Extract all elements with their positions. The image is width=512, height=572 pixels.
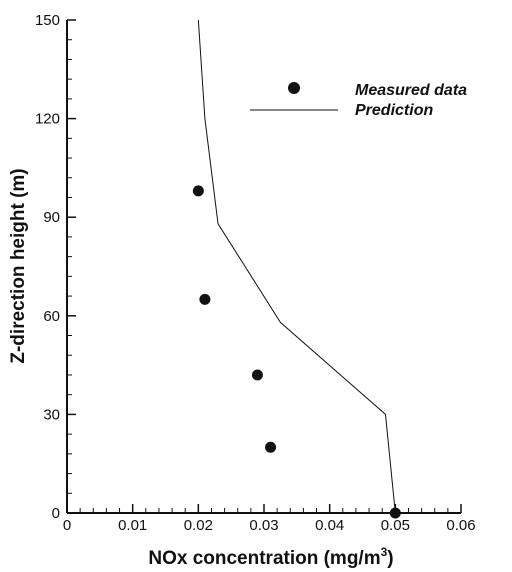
legend: Measured data Prediction bbox=[250, 82, 467, 119]
y-axis: 0 30 60 90 120 150 bbox=[35, 12, 76, 522]
x-tick-label: 0.05 bbox=[381, 517, 410, 534]
y-tick-label: 120 bbox=[35, 111, 60, 128]
y-tick-label: 90 bbox=[43, 209, 60, 226]
legend-label-prediction: Prediction bbox=[355, 102, 433, 119]
measured-data-point bbox=[251, 369, 263, 381]
legend-marker-measured bbox=[288, 82, 300, 94]
x-tick-label: 0.01 bbox=[118, 517, 147, 534]
y-tick-label: 0 bbox=[52, 505, 60, 522]
x-axis-title-superscript: 3 bbox=[381, 545, 388, 559]
legend-label-measured: Measured data bbox=[355, 82, 467, 99]
prediction-line bbox=[197, 19, 396, 514]
x-axis-title: NOx concentration (mg/m3) bbox=[148, 545, 393, 569]
x-axis-title-main: NOx concentration (mg/m bbox=[148, 548, 380, 569]
measured-data-point bbox=[199, 293, 211, 305]
series-layer bbox=[192, 19, 401, 519]
y-tick-label: 150 bbox=[35, 12, 60, 29]
y-tick-label: 30 bbox=[43, 406, 60, 423]
measured-data-point bbox=[265, 441, 277, 453]
x-tick-label: 0.06 bbox=[446, 517, 475, 534]
x-tick-label: 0.04 bbox=[315, 517, 344, 534]
y-axis-title: Z-direction height (m) bbox=[8, 168, 29, 363]
x-axis-title-suffix: ) bbox=[387, 548, 393, 569]
x-tick-label: 0.02 bbox=[184, 517, 213, 534]
measured-data-point bbox=[192, 185, 204, 197]
measured-data-point bbox=[389, 507, 401, 519]
x-tick-label: 0 bbox=[63, 517, 71, 534]
x-tick-label: 0.03 bbox=[249, 517, 278, 534]
y-tick-label: 60 bbox=[43, 308, 60, 325]
x-axis: 0 0.01 0.02 0.03 0.04 0.05 0.06 bbox=[63, 504, 476, 534]
